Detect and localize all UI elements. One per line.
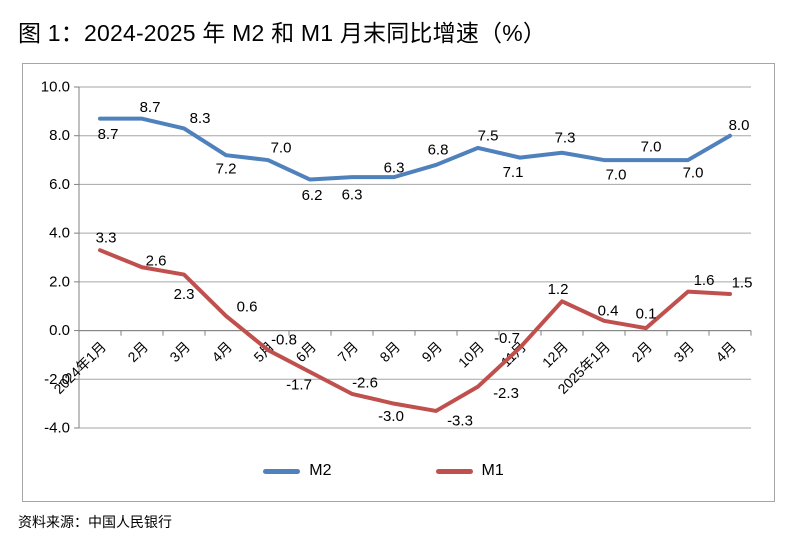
m2-data-label: 6.8 bbox=[428, 141, 449, 158]
x-category-label: 10月 bbox=[455, 338, 487, 370]
m2-data-label: 7.0 bbox=[271, 140, 292, 157]
y-tick-label: 10.0 bbox=[41, 79, 70, 96]
m2-legend-label: M2 bbox=[309, 462, 332, 479]
m1-data-label: 3.3 bbox=[96, 230, 117, 247]
x-category-label: 4月 bbox=[712, 338, 739, 365]
x-category-label: 12月 bbox=[539, 338, 571, 370]
m2-data-label: 7.5 bbox=[478, 127, 499, 144]
m1-line bbox=[98, 248, 732, 413]
m2-line-swatch bbox=[263, 468, 301, 474]
m2-data-label: 7.3 bbox=[555, 129, 576, 146]
m1-data-label: 0.1 bbox=[636, 306, 657, 323]
y-tick-label: -2.0 bbox=[44, 371, 70, 388]
m2-data-label: 8.0 bbox=[729, 117, 750, 134]
x-category-label: 8月 bbox=[376, 338, 403, 365]
m1-data-label: 1.5 bbox=[732, 275, 753, 292]
m1-data-label: 0.4 bbox=[598, 302, 619, 319]
y-tick-label: 4.0 bbox=[49, 225, 70, 242]
m1-data-label: 1.2 bbox=[548, 281, 569, 298]
chart-legend: M2 M1 bbox=[8, 462, 759, 480]
m2-data-label: 7.2 bbox=[216, 161, 237, 178]
m2-line bbox=[98, 116, 732, 182]
m1-data-label: -3.0 bbox=[378, 408, 404, 425]
chart-title: 图 1：2024-2025 年 M2 和 M1 月末同比增速（%） bbox=[18, 20, 547, 46]
m2-data-label: 6.2 bbox=[302, 187, 323, 204]
m1-data-label: 0.6 bbox=[237, 298, 258, 315]
chart-frame: 10.0 8.0 6.0 4.0 2.0 0.0 -2.0 -4.0 2024年1月 2月 3月 4月… bbox=[22, 63, 775, 502]
x-category-label: 9月 bbox=[418, 338, 445, 365]
m2-data-label: 8.7 bbox=[98, 126, 119, 143]
y-tick-label: 2.0 bbox=[49, 273, 70, 290]
m2-data-label: 6.3 bbox=[342, 187, 363, 204]
m1-data-label: -2.6 bbox=[352, 374, 378, 391]
m1-data-label: -0.7 bbox=[494, 330, 520, 347]
m2-data-label: 8.7 bbox=[140, 99, 161, 116]
y-tick-label: 0.0 bbox=[49, 322, 70, 339]
x-category-label: 2月 bbox=[628, 338, 655, 365]
m1-data-label: -2.3 bbox=[493, 385, 519, 402]
x-category-label: 3月 bbox=[166, 338, 193, 365]
source-note: 资料来源：中国人民银行 bbox=[18, 514, 172, 530]
x-category-label: 2月 bbox=[124, 338, 151, 365]
m1-data-label: -1.7 bbox=[286, 376, 312, 393]
m2-data-label: 7.0 bbox=[683, 165, 704, 182]
y-tick-label: 8.0 bbox=[49, 127, 70, 144]
m1-data-label: -3.3 bbox=[447, 412, 473, 429]
m2-data-label: 8.3 bbox=[190, 110, 211, 127]
line-chart: 10.0 8.0 6.0 4.0 2.0 0.0 -2.0 -4.0 2024年1月 2月 3月 4月… bbox=[41, 79, 753, 437]
y-tick-label: 6.0 bbox=[49, 176, 70, 193]
m2-data-label: 7.0 bbox=[606, 167, 627, 184]
m1-data-label: 2.3 bbox=[174, 286, 195, 303]
m2-data-label: 7.1 bbox=[503, 164, 524, 181]
x-category-label: 3月 bbox=[670, 338, 697, 365]
m1-legend-label: M1 bbox=[481, 462, 504, 479]
m1-data-label: 1.6 bbox=[694, 272, 715, 289]
m2-data-label: 7.0 bbox=[641, 139, 662, 156]
x-category-label: 2024年1月 bbox=[50, 338, 109, 397]
m2-data-label: 6.3 bbox=[384, 160, 405, 177]
m1-data-label: 2.6 bbox=[146, 253, 167, 270]
x-category-label: 4月 bbox=[208, 338, 235, 365]
x-category-label: 7月 bbox=[334, 338, 361, 365]
y-tick-label: -4.0 bbox=[44, 420, 70, 437]
legend-item-m2: M2 bbox=[263, 462, 332, 480]
legend-item-m1: M1 bbox=[435, 462, 504, 480]
m1-line-swatch bbox=[435, 468, 473, 474]
m1-data-label: -0.8 bbox=[271, 332, 297, 349]
